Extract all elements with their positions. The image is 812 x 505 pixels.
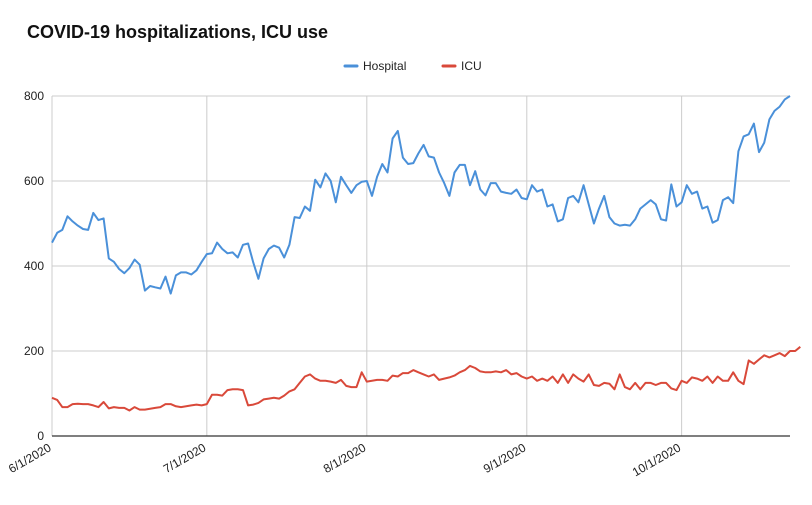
x-axis-ticks: 6/1/2020 7/1/2020 8/1/2020 9/1/2020 10/1/202… xyxy=(6,440,683,479)
y-tick-label: 200 xyxy=(24,344,44,358)
x-tick-label: 10/1/2020 xyxy=(630,440,684,479)
y-tick-label: 600 xyxy=(24,174,44,188)
legend-label-icu: ICU xyxy=(461,59,482,73)
y-tick-label: 800 xyxy=(24,89,44,103)
x-tick-label: 6/1/2020 xyxy=(6,440,54,476)
x-tick-label: 8/1/2020 xyxy=(321,440,369,476)
y-axis-ticks: 0 200 400 600 800 xyxy=(24,89,44,443)
legend-label-hospital: Hospital xyxy=(363,59,406,73)
legend: Hospital ICU xyxy=(343,59,482,73)
y-tick-label: 400 xyxy=(24,259,44,273)
chart-title: COVID-19 hospitalizations, ICU use xyxy=(27,22,328,42)
x-tick-label: 7/1/2020 xyxy=(161,440,209,476)
series-line-icu xyxy=(51,346,801,412)
series-lines xyxy=(51,95,801,412)
y-tick-label: 0 xyxy=(37,429,44,443)
x-tick-label: 9/1/2020 xyxy=(481,440,529,476)
series-line-hospital xyxy=(51,95,791,295)
